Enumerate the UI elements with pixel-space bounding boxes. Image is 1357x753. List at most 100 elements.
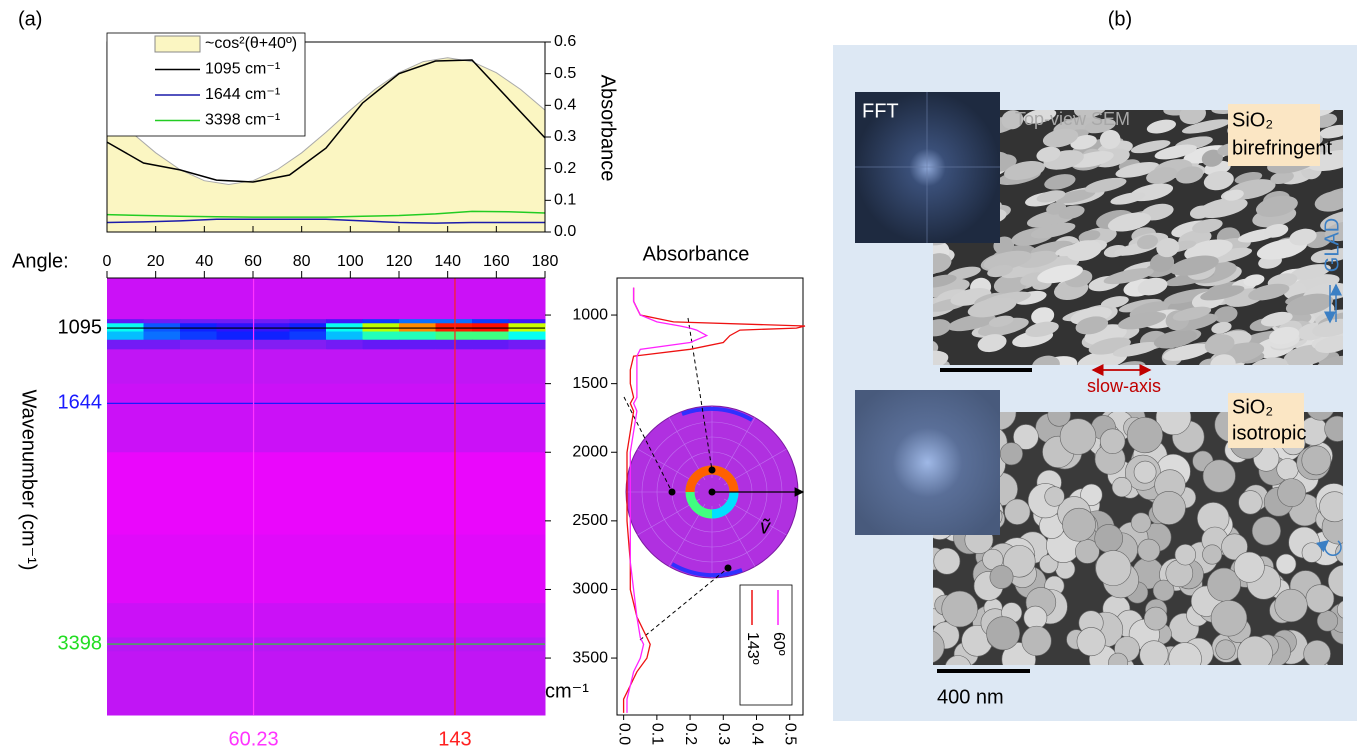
y-tick-label: 1500	[572, 375, 608, 392]
heatmap-cell	[472, 452, 509, 535]
heatmap-cell	[363, 384, 400, 453]
grain	[1077, 627, 1105, 655]
heatmap-cell	[217, 452, 254, 535]
heatmap-cell	[217, 651, 254, 715]
heatmap-cell	[180, 603, 217, 638]
heatmap-cell	[107, 384, 144, 453]
x-tick-label: 0.4	[748, 723, 765, 745]
grain	[1216, 640, 1236, 660]
heatmap-cell	[253, 452, 290, 535]
fft-image	[855, 390, 1000, 535]
heatmap-cell	[399, 384, 436, 453]
heatmap-cell	[436, 278, 473, 320]
grain	[1134, 461, 1156, 483]
heatmap-cell	[399, 452, 436, 535]
growth-label: GLAD	[1321, 218, 1343, 272]
grain	[1317, 611, 1338, 632]
heatmap-cell	[509, 340, 546, 350]
heatmap-cell	[180, 651, 217, 715]
grain	[1022, 626, 1051, 655]
heatmap-cell	[217, 384, 254, 453]
heatmap-cell	[290, 278, 327, 320]
grain	[1062, 508, 1095, 541]
heatmap-cell	[509, 278, 546, 320]
heatmap-cell	[326, 319, 363, 324]
grain	[1211, 600, 1247, 636]
heatmap-cell	[326, 452, 363, 535]
heatmap-cell	[290, 349, 327, 384]
heatmap-cell	[399, 340, 436, 350]
heatmap-cell	[107, 319, 144, 324]
heatmap-cell	[217, 319, 254, 324]
heatmap-cell	[436, 651, 473, 715]
x-tick-label: 120	[386, 253, 413, 270]
heatmap-cell	[180, 332, 217, 341]
y-axis-label: Wavenumber (cm⁻¹)	[18, 390, 40, 571]
inset-dot	[709, 489, 716, 496]
heatmap-cell	[180, 319, 217, 324]
panel-label: (b)	[1108, 8, 1132, 30]
heatmap-cell	[326, 340, 363, 350]
legend-label: 143º	[744, 632, 761, 665]
figure: (a) (b) FFT Top-view SEM SiO₂ birefringe…	[0, 0, 1357, 753]
grain	[1096, 550, 1131, 585]
grain	[1234, 552, 1264, 582]
heatmap-cell	[180, 349, 217, 384]
x-tick-label: 20	[147, 253, 165, 270]
y-tick-label: 0.4	[554, 97, 576, 114]
grain	[1112, 477, 1131, 496]
heatmap-cell	[290, 319, 327, 324]
y-tick-label: 3000	[572, 581, 608, 598]
grain	[1175, 544, 1196, 565]
heatmap-cell	[509, 349, 546, 384]
grain	[1127, 417, 1162, 452]
sample-label: SiO₂	[1232, 109, 1273, 131]
scale-bar	[937, 669, 1030, 673]
reference-label: 1644	[58, 392, 103, 414]
heatmap-cell	[472, 535, 509, 604]
x-tick-label: 160	[483, 253, 510, 270]
heatmap-cell	[144, 319, 181, 324]
heatmap-cell	[180, 452, 217, 535]
heatmap-cell	[472, 384, 509, 453]
heatmap-cell	[509, 651, 546, 715]
heatmap-cell	[290, 603, 327, 638]
heatmap-cell	[217, 340, 254, 350]
heatmap-cell	[290, 332, 327, 341]
grain	[1278, 479, 1306, 507]
y-tick-label: 0.0	[554, 223, 576, 240]
grain	[1202, 545, 1221, 564]
panel-label: (a)	[18, 8, 42, 30]
heatmap-cell	[399, 535, 436, 604]
heatmap-cell	[436, 340, 473, 350]
heatmap-cell	[363, 349, 400, 384]
grain	[1275, 589, 1308, 622]
legend-label: 1644 cm⁻¹	[205, 86, 280, 103]
heatmap-cell	[509, 535, 546, 604]
heatmap-cell	[107, 278, 144, 320]
heatmap-cell	[399, 319, 436, 324]
heatmap-cell	[107, 332, 144, 341]
heatmap-cell	[436, 535, 473, 604]
legend-label: ~cos²(θ+40º)	[205, 35, 297, 52]
sample-label: birefringent	[1232, 137, 1333, 159]
grain	[934, 548, 960, 574]
heatmap-cell	[144, 452, 181, 535]
heatmap-cell	[472, 319, 509, 324]
heatmap-cell	[436, 319, 473, 324]
grain	[1095, 524, 1123, 552]
heatmap-cell	[107, 603, 144, 638]
x-tick-label: 180	[532, 253, 559, 270]
heatmap-cell	[399, 332, 436, 341]
scale-bar	[940, 368, 1032, 372]
axis-label: slow-axis	[1087, 376, 1161, 396]
y-tick-label: 2000	[572, 443, 608, 460]
grain	[1302, 446, 1331, 475]
heatmap-cell	[144, 332, 181, 341]
heatmap-cell	[326, 278, 363, 320]
y-tick-label: 3500	[572, 649, 608, 666]
heatmap-cell	[107, 651, 144, 715]
heatmap-cell	[253, 340, 290, 350]
heatmap-cell	[472, 349, 509, 384]
y-tick-label: 0.3	[554, 128, 576, 145]
